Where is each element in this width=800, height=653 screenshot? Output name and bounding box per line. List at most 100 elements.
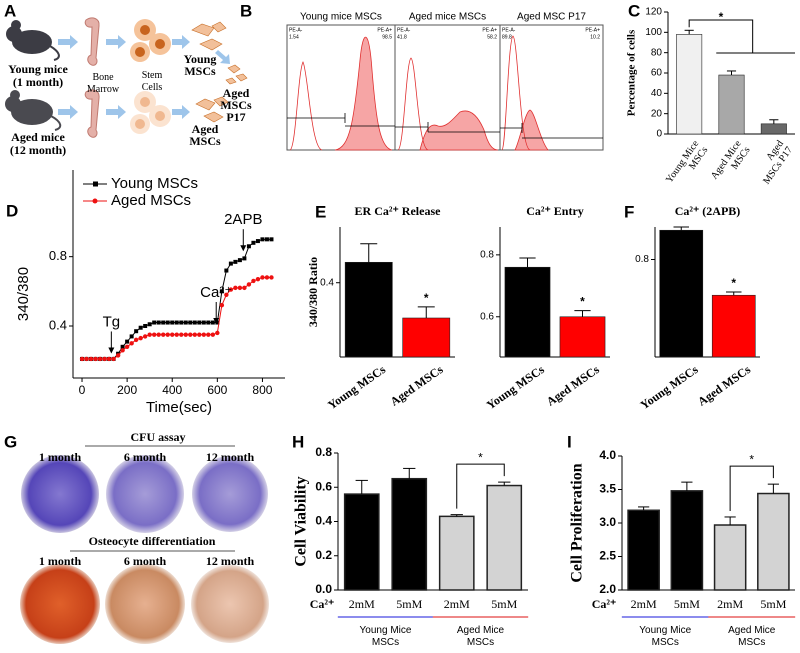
row-label: Ca²⁺ <box>592 597 617 611</box>
point <box>125 339 130 344</box>
significance-label: * <box>424 291 429 305</box>
label: Aged MSCs <box>189 122 221 148</box>
point <box>111 356 116 362</box>
point <box>156 320 161 325</box>
x-tick-label: 5mM <box>396 597 422 611</box>
point <box>138 325 143 330</box>
x-tick-label: 2mM <box>717 597 743 611</box>
point <box>133 337 139 343</box>
point <box>142 334 148 339</box>
point <box>102 356 107 362</box>
y-tick-label: 40 <box>651 88 663 99</box>
point <box>165 320 170 325</box>
point <box>79 356 85 362</box>
x-tick-label: 5mM <box>491 597 517 611</box>
point <box>147 332 152 337</box>
point <box>174 332 179 337</box>
cfu-plate <box>192 456 268 532</box>
bar <box>676 34 703 135</box>
group-label: Young Mice MSCs <box>639 625 691 648</box>
x-tick-label: 400 <box>162 383 182 397</box>
x-tick-label: Young MiceMSCs <box>664 138 711 191</box>
x-tick-label: Aged MSCs <box>544 362 602 409</box>
point <box>179 320 184 325</box>
group-label-line: MSCs <box>652 637 679 648</box>
bar <box>760 123 787 135</box>
point <box>246 282 252 287</box>
annotation: 2APB <box>224 211 262 228</box>
point <box>129 334 134 339</box>
gate-value: 98.5 <box>382 34 392 40</box>
label: Aged mice (12 month) <box>10 130 66 157</box>
label-line: Aged <box>223 86 250 100</box>
annotation: Ca²⁺ <box>200 284 232 301</box>
y-tick-label: 100 <box>645 27 662 38</box>
point <box>143 324 148 328</box>
x-tick-label: Aged MSCs <box>695 362 753 409</box>
label-line: Young mice <box>8 62 68 76</box>
osteo-plate <box>105 564 185 644</box>
histogram-title: Young mice MSCs <box>300 12 382 23</box>
point <box>106 356 112 362</box>
point <box>134 329 139 334</box>
legend-label: Aged MSCs <box>111 192 191 209</box>
plate-label: 6 month <box>124 450 167 464</box>
bar <box>627 509 660 591</box>
mouse-icon <box>6 20 60 61</box>
osteo-plate <box>20 564 100 644</box>
point <box>124 344 130 349</box>
x-tick-label: 2mM <box>631 597 657 611</box>
point <box>138 335 143 341</box>
point <box>237 285 243 291</box>
plate-label: 1 month <box>39 554 82 568</box>
point <box>224 292 229 297</box>
y-axis-label: Cell Viability <box>293 476 310 566</box>
x-tick-label: Young MSCs <box>325 362 388 412</box>
cell-icons <box>130 19 248 134</box>
point <box>242 285 247 291</box>
group-label-line: MSCs <box>738 637 765 648</box>
chart-title: Ca²⁺ (2APB) <box>675 204 741 218</box>
point <box>170 332 175 337</box>
bar <box>343 493 380 591</box>
panel-letter: F <box>624 202 634 221</box>
point <box>201 320 206 325</box>
label: Aged MSCs P17 <box>220 86 252 124</box>
point <box>206 320 211 325</box>
point <box>147 322 152 327</box>
bar <box>486 484 523 591</box>
legend-marker <box>92 198 98 204</box>
mouse-icon <box>5 90 62 131</box>
point <box>242 256 247 261</box>
x-tick-label: 0 <box>79 383 86 397</box>
point <box>88 356 94 362</box>
point <box>251 278 256 284</box>
y-tick-label: 0.8 <box>480 249 494 260</box>
panel-letter: E <box>315 202 326 221</box>
plate-label: 6 month <box>124 554 167 568</box>
y-tick-label: 0.8 <box>315 445 332 459</box>
annotation: Tg <box>103 313 121 330</box>
point <box>152 320 157 325</box>
gate-value: 89.8 <box>502 34 512 40</box>
point <box>246 244 251 249</box>
y-tick-label: 0.4 <box>49 317 67 332</box>
y-tick-label: 2.5 <box>599 549 616 563</box>
significance-label: * <box>580 295 585 309</box>
y-tick-label: 0.6 <box>480 311 494 322</box>
label-line: Young <box>184 52 217 66</box>
label-line: (12 month) <box>10 143 66 157</box>
bar <box>344 261 393 358</box>
y-tick-label: 3.0 <box>599 515 616 529</box>
arrow-icons <box>58 35 230 119</box>
section-title: CFU assay <box>130 430 185 444</box>
y-tick-label: 0.4 <box>320 277 334 288</box>
y-axis-label: Cell Proliferation <box>569 463 586 582</box>
label-line: Stem <box>142 70 163 81</box>
y-axis-label: 340/380 Ratio <box>306 257 320 327</box>
panel-letter: C <box>628 1 640 20</box>
section-title: Osteocyte differentiation <box>89 534 216 548</box>
y-tick-label: 0.2 <box>315 548 332 562</box>
point <box>206 332 211 337</box>
point <box>255 277 261 282</box>
